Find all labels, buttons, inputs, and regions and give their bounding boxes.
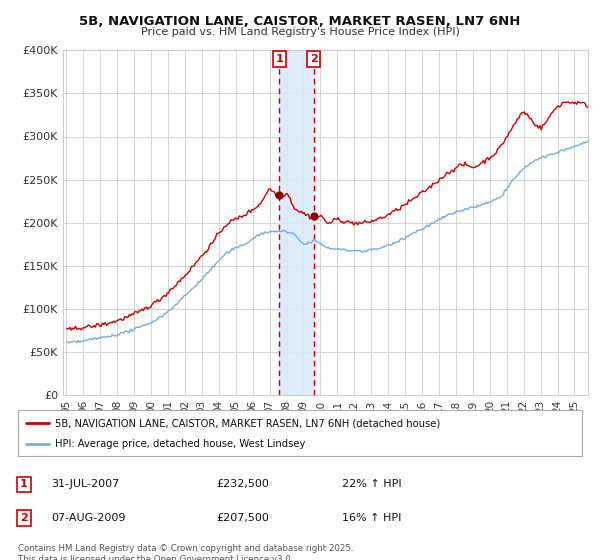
Text: £207,500: £207,500: [216, 513, 269, 523]
Text: Price paid vs. HM Land Registry's House Price Index (HPI): Price paid vs. HM Land Registry's House …: [140, 27, 460, 37]
Text: 2: 2: [20, 513, 28, 523]
Text: 1: 1: [20, 479, 28, 489]
Text: 5B, NAVIGATION LANE, CAISTOR, MARKET RASEN, LN7 6NH: 5B, NAVIGATION LANE, CAISTOR, MARKET RAS…: [79, 15, 521, 27]
Text: 16% ↑ HPI: 16% ↑ HPI: [342, 513, 401, 523]
Text: 07-AUG-2009: 07-AUG-2009: [51, 513, 125, 523]
Text: 5B, NAVIGATION LANE, CAISTOR, MARKET RASEN, LN7 6NH (detached house): 5B, NAVIGATION LANE, CAISTOR, MARKET RAS…: [55, 418, 440, 428]
Text: 2: 2: [310, 54, 317, 64]
Bar: [280, 50, 314, 395]
Text: 1: 1: [275, 54, 283, 64]
Text: £232,500: £232,500: [216, 479, 269, 489]
Text: Contains HM Land Registry data © Crown copyright and database right 2025.
This d: Contains HM Land Registry data © Crown c…: [18, 544, 353, 560]
Text: 22% ↑ HPI: 22% ↑ HPI: [342, 479, 401, 489]
Text: 31-JUL-2007: 31-JUL-2007: [51, 479, 119, 489]
Text: HPI: Average price, detached house, West Lindsey: HPI: Average price, detached house, West…: [55, 440, 305, 450]
